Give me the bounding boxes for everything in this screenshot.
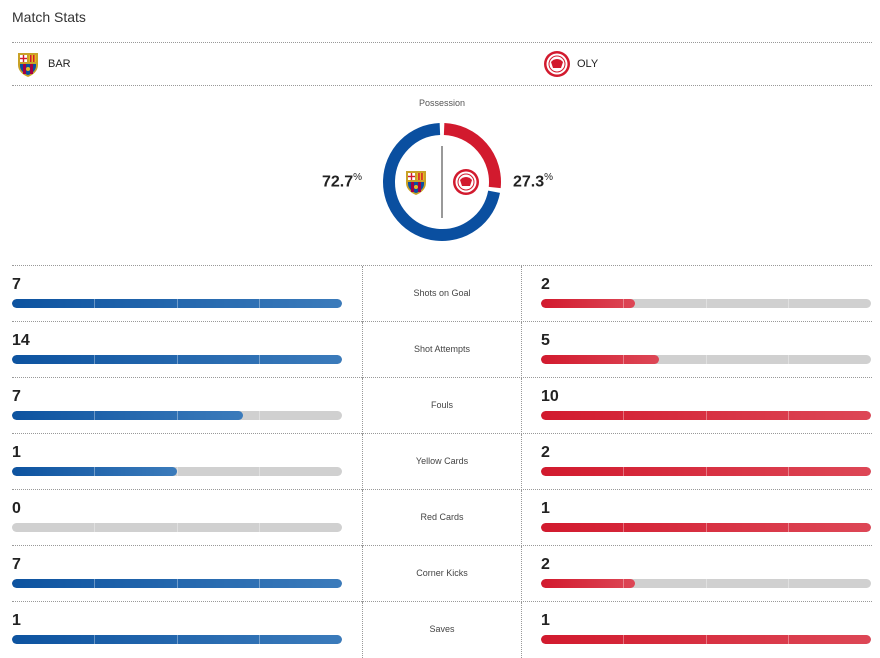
barcelona-crest-icon bbox=[18, 53, 38, 77]
away-stat-value: 10 bbox=[541, 388, 559, 405]
column-divider bbox=[521, 434, 522, 490]
away-stat-bar bbox=[541, 355, 871, 364]
away-stat-bar-fill bbox=[541, 523, 871, 532]
column-divider bbox=[362, 266, 363, 322]
away-possession: 27.3% bbox=[513, 172, 554, 191]
stat-label: Red Cards bbox=[420, 512, 464, 522]
away-stat-bar bbox=[541, 579, 871, 588]
column-divider bbox=[521, 602, 522, 658]
away-stat-value: 2 bbox=[541, 276, 550, 293]
stat-row: 1 Saves 1 bbox=[12, 601, 872, 658]
away-team[interactable]: OLY bbox=[543, 50, 598, 78]
home-stat-value: 1 bbox=[12, 612, 21, 629]
home-stat-value: 0 bbox=[12, 500, 21, 517]
away-stat-value: 2 bbox=[541, 556, 550, 573]
away-stat-bar-fill bbox=[541, 355, 659, 364]
column-divider bbox=[362, 322, 363, 378]
away-stat-bar bbox=[541, 635, 871, 644]
home-stat-bar bbox=[12, 635, 342, 644]
home-stat-bar bbox=[12, 467, 342, 476]
home-stat-bar bbox=[12, 579, 342, 588]
page-title: Match Stats bbox=[12, 9, 86, 25]
away-stat-bar bbox=[541, 411, 871, 420]
home-stat-bar-fill bbox=[12, 635, 342, 644]
column-divider bbox=[362, 378, 363, 434]
home-possession-arc bbox=[383, 123, 500, 241]
barcelona-crest-icon bbox=[406, 171, 426, 195]
stat-label: Shot Attempts bbox=[413, 344, 471, 354]
home-stat-bar-fill bbox=[12, 299, 342, 308]
stat-label: Saves bbox=[429, 624, 455, 634]
home-team[interactable]: BAR bbox=[14, 50, 71, 78]
olympiacos-crest-icon bbox=[453, 169, 479, 195]
home-stat-value: 1 bbox=[12, 444, 21, 461]
column-divider bbox=[362, 546, 363, 602]
stat-label: Fouls bbox=[430, 400, 453, 410]
stat-row: 1 Yellow Cards 2 bbox=[12, 433, 872, 490]
home-stat-value: 14 bbox=[12, 332, 30, 349]
home-stat-bar bbox=[12, 411, 342, 420]
home-stat-bar bbox=[12, 299, 342, 308]
stat-row: 7 Corner Kicks 2 bbox=[12, 545, 872, 602]
away-stat-bar-fill bbox=[541, 299, 636, 308]
home-possession: 72.7% bbox=[322, 172, 363, 191]
home-stat-bar-fill bbox=[12, 579, 342, 588]
stat-row: 7 Fouls 10 bbox=[12, 377, 872, 434]
away-stat-bar-fill bbox=[541, 411, 871, 420]
home-stat-value: 7 bbox=[12, 556, 21, 573]
column-divider bbox=[521, 490, 522, 546]
away-stat-value: 2 bbox=[541, 444, 550, 461]
away-stat-value: 5 bbox=[541, 332, 550, 349]
possession-donut bbox=[383, 123, 501, 241]
stat-label: Yellow Cards bbox=[415, 456, 469, 466]
column-divider bbox=[362, 434, 363, 490]
away-stat-value: 1 bbox=[541, 500, 550, 517]
column-divider bbox=[362, 490, 363, 546]
stat-row: 0 Red Cards 1 bbox=[12, 489, 872, 546]
divider bbox=[12, 42, 872, 43]
away-stat-bar-fill bbox=[541, 467, 871, 476]
stat-label: Shots on Goal bbox=[413, 288, 471, 298]
home-stat-bar-fill bbox=[12, 355, 342, 364]
column-divider bbox=[521, 266, 522, 322]
stat-label: Corner Kicks bbox=[416, 568, 468, 578]
divider bbox=[12, 85, 872, 86]
home-team-abbr: BAR bbox=[48, 58, 71, 70]
away-stat-value: 1 bbox=[541, 612, 550, 629]
home-stat-bar bbox=[12, 355, 342, 364]
away-stat-bar bbox=[541, 299, 871, 308]
stat-row: 14 Shot Attempts 5 bbox=[12, 321, 872, 378]
away-stat-bar bbox=[541, 467, 871, 476]
home-stat-value: 7 bbox=[12, 276, 21, 293]
column-divider bbox=[521, 322, 522, 378]
possession-title: Possession bbox=[418, 98, 466, 108]
home-stat-bar bbox=[12, 523, 342, 532]
away-team-abbr: OLY bbox=[577, 58, 599, 70]
away-possession-arc bbox=[443, 123, 501, 189]
olympiacos-crest-icon bbox=[544, 51, 570, 77]
home-stat-value: 7 bbox=[12, 388, 21, 405]
home-stat-bar-fill bbox=[12, 467, 177, 476]
column-divider bbox=[521, 546, 522, 602]
stat-row: 7 Shots on Goal 2 bbox=[12, 265, 872, 322]
home-stat-bar-fill bbox=[12, 411, 243, 420]
away-stat-bar bbox=[541, 523, 871, 532]
column-divider bbox=[521, 378, 522, 434]
away-stat-bar-fill bbox=[541, 635, 871, 644]
away-stat-bar-fill bbox=[541, 579, 636, 588]
column-divider bbox=[362, 602, 363, 658]
